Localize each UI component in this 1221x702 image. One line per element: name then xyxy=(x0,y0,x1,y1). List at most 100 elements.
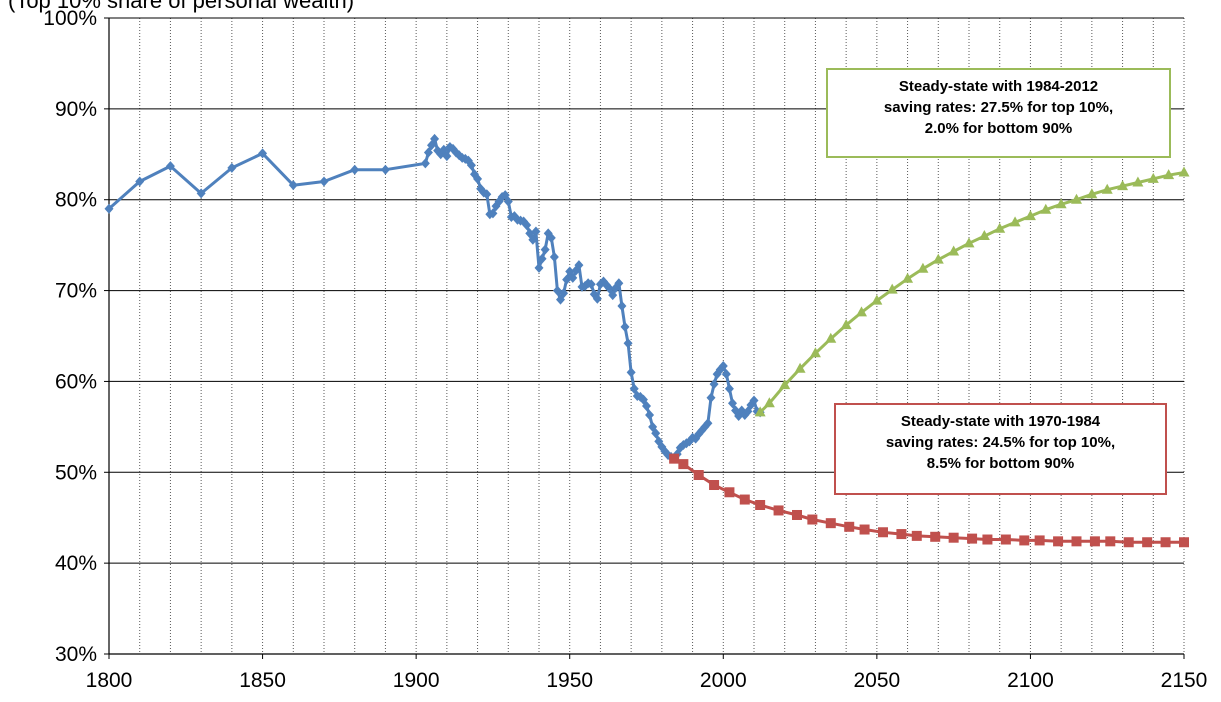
data-point xyxy=(703,418,713,429)
data-point xyxy=(1019,535,1030,546)
data-point xyxy=(856,306,867,317)
data-point xyxy=(721,369,731,380)
data-point xyxy=(749,395,759,406)
data-point xyxy=(319,176,329,187)
data-point xyxy=(528,234,538,245)
data-point xyxy=(537,253,547,264)
data-point xyxy=(1132,176,1144,187)
tick-labels: 30% 40% 50% 60% 70% 80% 90% 100% 1800 1850 1900 195… xyxy=(43,7,1207,692)
x-tick-label: 1800 xyxy=(86,669,133,692)
data-point xyxy=(678,459,689,470)
axes xyxy=(104,17,1185,659)
data-point xyxy=(1147,172,1159,183)
data-point xyxy=(482,189,492,200)
data-point xyxy=(911,530,922,541)
data-point xyxy=(540,244,550,255)
y-tick-label: 70% xyxy=(55,280,97,303)
data-point xyxy=(978,230,990,241)
data-point xyxy=(617,301,627,312)
x-tick-label: 2050 xyxy=(853,669,900,692)
data-point xyxy=(1055,198,1067,209)
data-point xyxy=(963,237,975,248)
data-point xyxy=(559,288,569,299)
data-point xyxy=(718,360,728,371)
data-point xyxy=(1117,180,1129,191)
data-point xyxy=(1179,537,1189,548)
data-point xyxy=(626,367,636,378)
data-point xyxy=(1163,169,1175,180)
data-point xyxy=(693,470,704,481)
data-point xyxy=(1160,537,1171,548)
data-point xyxy=(807,514,818,525)
annotation-steady-state-1984-2012: Steady-state with 1984-2012 saving rates… xyxy=(826,68,1171,158)
x-tick-label: 1900 xyxy=(393,669,440,692)
data-point xyxy=(1178,166,1190,177)
data-point xyxy=(488,208,498,219)
data-point xyxy=(886,283,898,294)
data-point xyxy=(896,529,907,540)
data-point xyxy=(1034,535,1045,546)
data-point xyxy=(531,226,541,237)
annotation-line: 2.0% for bottom 90% xyxy=(924,120,1073,137)
data-point xyxy=(1123,537,1134,548)
y-tick-label: 60% xyxy=(55,370,97,393)
data-point xyxy=(420,158,430,169)
data-point xyxy=(380,164,390,175)
data-point xyxy=(948,245,960,256)
data-point xyxy=(135,176,145,187)
data-point xyxy=(227,162,237,173)
data-point xyxy=(709,379,719,390)
y-tick-label: 100% xyxy=(43,7,97,30)
data-point xyxy=(982,534,993,545)
data-point xyxy=(473,173,483,184)
x-tick-label: 2100 xyxy=(1007,669,1054,692)
y-tick-label: 80% xyxy=(55,189,97,212)
data-point xyxy=(522,220,532,231)
y-tick-label: 30% xyxy=(55,643,97,666)
data-point xyxy=(724,487,735,498)
data-point xyxy=(825,518,836,529)
data-point xyxy=(1071,193,1082,204)
data-point xyxy=(859,524,870,535)
data-point xyxy=(739,494,750,505)
vertical-gridlines xyxy=(139,18,1185,654)
data-point xyxy=(967,533,978,544)
data-point xyxy=(902,272,914,283)
data-point xyxy=(165,161,175,172)
data-point xyxy=(592,293,602,304)
data-point xyxy=(546,232,556,243)
annotation-line: Steady-state with 1970-1984 xyxy=(900,413,1101,430)
data-point xyxy=(423,147,433,158)
data-point xyxy=(871,294,883,305)
data-point xyxy=(1105,536,1116,547)
data-point xyxy=(1009,216,1021,227)
horizontal-gridlines xyxy=(109,17,1184,564)
y-tick-label: 90% xyxy=(55,98,97,121)
data-point xyxy=(534,262,544,273)
data-point xyxy=(651,428,661,439)
data-point xyxy=(669,453,680,464)
data-point xyxy=(825,332,837,343)
data-point xyxy=(706,392,716,403)
data-point xyxy=(1040,203,1052,214)
data-point xyxy=(1071,536,1082,547)
data-point xyxy=(754,406,766,417)
data-point xyxy=(994,222,1006,233)
annotation-line: Steady-state with 1984-2012 xyxy=(898,78,1099,95)
data-point xyxy=(288,180,298,191)
data-point xyxy=(1089,536,1100,547)
data-point xyxy=(932,253,944,264)
data-point xyxy=(503,196,513,207)
data-point xyxy=(755,499,766,510)
data-point xyxy=(948,532,959,543)
series-diamond xyxy=(104,133,765,464)
data-point xyxy=(878,527,888,538)
data-point xyxy=(809,347,821,358)
data-point xyxy=(728,398,737,409)
data-point xyxy=(196,188,206,199)
y-tick-label: 40% xyxy=(55,552,97,575)
x-tick-label: 1850 xyxy=(239,669,286,692)
data-point xyxy=(794,362,806,373)
data-point xyxy=(623,338,633,349)
